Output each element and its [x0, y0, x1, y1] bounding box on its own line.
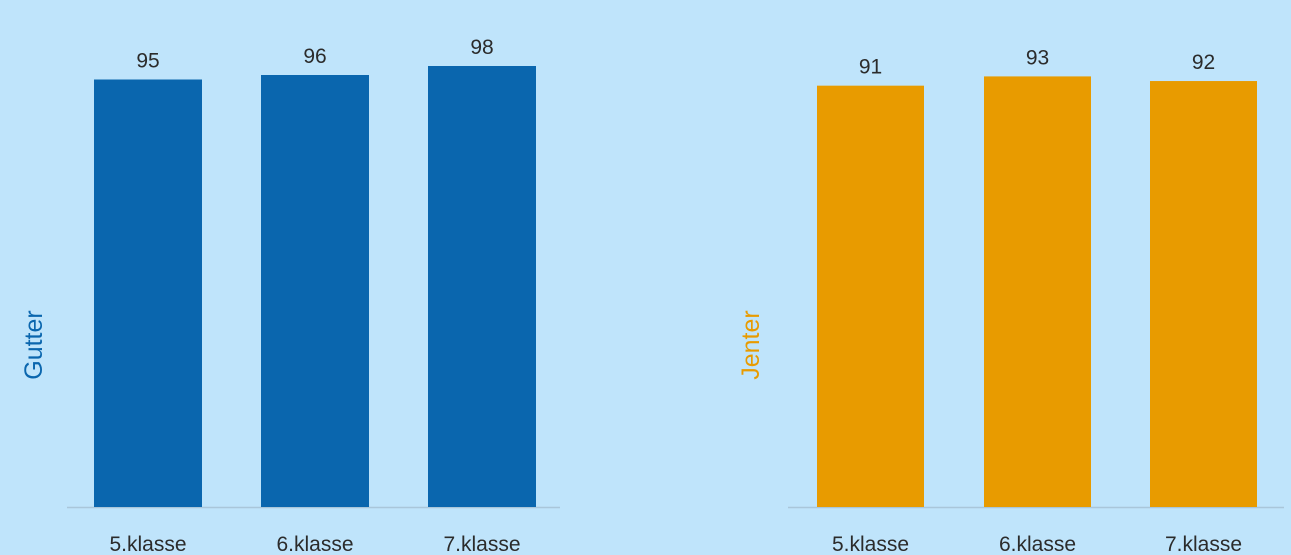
x-tick-label-girls-1: 5.klasse — [832, 533, 909, 555]
x-tick-label-boys-1: 5.klasse — [109, 533, 186, 555]
y-axis-label-girls: Jenter — [737, 310, 765, 379]
bar-boys-1 — [94, 79, 202, 507]
data-label-girls-2: 93 — [1026, 46, 1049, 69]
bar-girls-1 — [817, 85, 924, 508]
x-tick-label-boys-3: 7.klasse — [443, 533, 520, 555]
bar-boys-2 — [261, 75, 369, 507]
bar-girls-2 — [984, 76, 1091, 507]
chart-boys: 95 5.klasse 96 6.klasse 98 7.klasse Gutter — [20, 36, 560, 555]
x-tick-label-boys-2: 6.klasse — [276, 533, 353, 555]
chart-girls: 91 5.klasse 93 6.klasse 92 7.klasse Jenter — [737, 46, 1284, 555]
bar-boys-3 — [428, 66, 536, 507]
x-tick-label-girls-3: 7.klasse — [1165, 533, 1242, 555]
data-label-boys-1: 95 — [136, 50, 159, 73]
x-tick-label-girls-2: 6.klasse — [999, 533, 1076, 555]
data-label-boys-2: 96 — [303, 45, 326, 68]
bar-girls-3 — [1150, 81, 1257, 507]
data-label-girls-1: 91 — [859, 56, 882, 79]
data-label-boys-3: 98 — [470, 36, 493, 59]
y-axis-label-boys: Gutter — [20, 310, 48, 379]
data-label-girls-3: 92 — [1192, 51, 1215, 74]
